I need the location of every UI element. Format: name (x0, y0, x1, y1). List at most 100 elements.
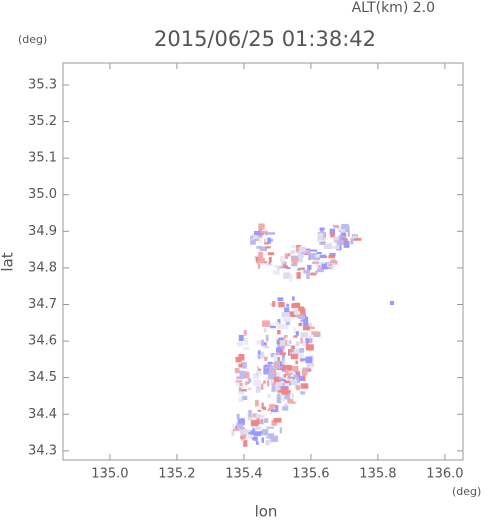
echo-cell (279, 352, 286, 356)
echo-cell (248, 409, 252, 417)
echo-cell (244, 381, 249, 385)
echo-cell (288, 372, 293, 375)
echo-cell (295, 360, 299, 365)
echo-cell (295, 341, 300, 346)
echo-cell (280, 394, 285, 402)
echo-cell (283, 261, 287, 265)
echo-cell (299, 348, 305, 353)
echo-cell (235, 356, 242, 363)
echo-cell (290, 250, 295, 254)
y-tick-label: 35.3 (28, 77, 57, 92)
echo-cell (272, 385, 276, 392)
echo-cell (298, 314, 305, 319)
echo-cell (234, 368, 240, 374)
echo-cell (286, 303, 290, 307)
echo-cell (283, 336, 286, 340)
echo-cell (254, 431, 262, 437)
y-tick-label: 35.2 (28, 114, 57, 129)
echo-cell (306, 272, 310, 280)
echo-cell (261, 402, 264, 409)
echo-cell (270, 303, 273, 307)
echo-cell (255, 441, 259, 445)
echo-cell (269, 366, 272, 370)
echo-cell (335, 242, 340, 250)
echo-cell (284, 323, 289, 330)
echo-cell (235, 380, 243, 383)
echo-cell (256, 418, 260, 425)
echo-cell (256, 340, 263, 345)
echo-cell (255, 257, 259, 262)
echo-cell (316, 251, 322, 254)
echo-cell (239, 383, 243, 386)
echo-cell (254, 255, 262, 259)
echo-cell (242, 347, 250, 350)
y-tick-label: 35.0 (28, 187, 57, 202)
echo-cell (284, 365, 292, 372)
echo-cell (250, 240, 256, 245)
echo-cell (315, 255, 320, 258)
echo-cell (250, 419, 259, 427)
echo-cell (337, 226, 342, 231)
y-tick-label: 34.9 (28, 224, 57, 239)
echo-cell (291, 380, 298, 386)
echo-cell (273, 270, 280, 275)
echo-cell (353, 238, 362, 241)
echo-cell (266, 436, 272, 439)
echo-cell (276, 265, 281, 270)
echo-cell (254, 231, 261, 235)
echo-cell (273, 376, 281, 383)
echo-cell (262, 431, 267, 435)
echo-cell (264, 356, 268, 361)
echo-cell (264, 418, 269, 423)
echo-cell (252, 436, 258, 441)
echo-cell (257, 366, 260, 372)
echo-cell (257, 421, 264, 424)
echo-cell (306, 363, 314, 368)
echo-cell (293, 335, 298, 338)
echo-cell (242, 395, 248, 400)
echo-cell (320, 228, 324, 232)
plot-frame (62, 62, 464, 461)
echo-cell (270, 379, 273, 385)
y-tick-label: 34.3 (28, 443, 57, 458)
echo-cell (297, 372, 300, 377)
echo-cell (310, 326, 315, 329)
echo-cell (341, 223, 349, 229)
echo-cell (258, 223, 265, 230)
echo-cell (305, 345, 311, 351)
echo-cell (285, 381, 290, 385)
echo-cell (288, 370, 294, 374)
echo-cell (257, 355, 261, 360)
echo-cell (390, 301, 394, 305)
x-tick-label: 135.8 (359, 467, 396, 482)
echo-cell (232, 424, 236, 431)
echo-cell (293, 302, 301, 309)
echo-cell (236, 423, 244, 429)
echo-cell (252, 234, 259, 239)
echo-cell (269, 412, 272, 415)
x-unit: (deg) (452, 485, 481, 498)
echo-cell (238, 334, 244, 341)
echo-cell (284, 403, 288, 407)
echo-cell (278, 301, 285, 308)
echo-cell (264, 261, 268, 264)
echo-cell (312, 261, 319, 264)
echo-cell (267, 361, 273, 365)
echo-cell (307, 264, 312, 270)
echo-cell (236, 413, 240, 419)
echo-cell (299, 320, 305, 327)
echo-cell (293, 375, 301, 379)
echo-cell (239, 391, 245, 396)
echo-cell (333, 236, 341, 241)
echo-cell (255, 426, 262, 430)
echo-cell (274, 265, 277, 268)
echo-cell (279, 360, 286, 366)
echo-cell (287, 398, 294, 404)
echo-cell (284, 307, 290, 313)
echo-cell (304, 316, 309, 323)
radar-echo (231, 223, 394, 447)
echo-cell (282, 364, 285, 370)
echo-cell (302, 367, 310, 370)
echo-cell (271, 409, 276, 413)
y-axis-label: lat (0, 252, 17, 271)
